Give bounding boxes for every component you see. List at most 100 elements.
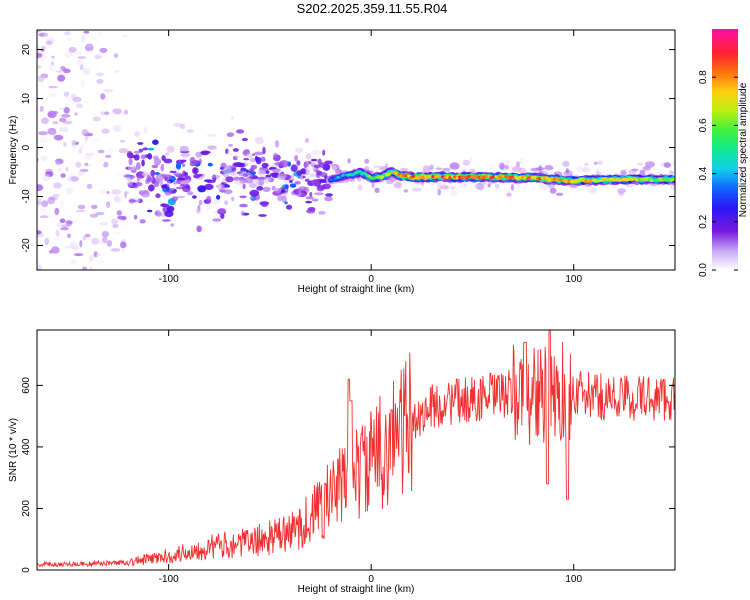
spectrogram-blob [399,167,409,172]
spectrogram-blob [78,148,83,155]
spectrogram-blob [42,174,51,181]
spectrogram-blob [55,160,61,166]
spectrogram-blob [289,183,297,188]
spectrogram-blob [276,194,284,202]
x-tick-label: 100 [565,274,582,285]
spectrogram-blob [52,236,63,242]
spectrogram-blob [186,129,195,133]
spectrogram-blob [318,211,326,215]
spectrogram-blob [85,45,93,48]
spectrogram-blob [373,165,381,168]
spectrogram-blob [239,195,247,199]
spectrogram-blob [590,187,597,195]
spectrogram-blob [74,253,84,257]
spectrogram-blob [450,186,456,190]
spectrogram-blob [113,124,122,132]
spectrogram-blob [84,154,93,160]
spectrogram-blob [141,172,150,176]
x-tick-label: 100 [565,574,582,585]
spectrogram-blob [304,138,310,143]
y-tick-label: 10 [21,93,32,105]
colorbar-tick-label: 0.4 [698,166,709,180]
spectrogram-blob [229,171,237,176]
spectrogram-blob [161,173,167,178]
spectrogram-blob [252,153,256,157]
spectrogram-blob [91,237,100,245]
spectrogram-blob [76,58,84,66]
spectrogram-blob [206,133,217,137]
spectrogram-blob [114,70,120,74]
spectrogram-blob [232,148,239,152]
spectrogram-blob [37,30,42,33]
spectrogram-blob [87,50,94,54]
spectrogram-blob [37,264,42,270]
spectrogram-blob [140,191,150,198]
spectrogram-blob [549,187,557,194]
spectrogram-blob [324,161,333,165]
spectrogram-blob [62,68,71,74]
spectrogram-blob [114,231,120,235]
spectrogram-blob [437,188,442,196]
spectrogram-blob [51,55,55,59]
spectrogram-blob [57,74,66,82]
spectrogram-blob [489,165,493,170]
spectrogram-blob [212,218,222,222]
spectrogram-blob [38,136,49,144]
spectrogram-blob [135,162,141,170]
spectrogram-blob [74,112,78,116]
spectrogram-blob [236,129,245,134]
spectrogram-blob [150,169,156,177]
spectrogram-blob [133,165,137,171]
spectrogram-blob [77,204,86,210]
spectrogram-blob [128,158,133,166]
spectrogram-blob [148,184,155,192]
spectrogram-blob [206,195,212,204]
spectrogram-blob [147,153,153,160]
spectrogram-blob [170,223,175,227]
spectrogram-blob [50,34,54,42]
spectrogram-blob [68,46,77,53]
spectrogram-blob [324,196,333,202]
spectrogram-blob [271,168,281,173]
spectrogram-blob [82,266,88,270]
spectrogram-blob [311,198,319,202]
spectrogram-blob [100,93,106,100]
spectrogram-blob [65,245,73,249]
spectrogram-blob [670,160,675,166]
spectrogram-blob [69,176,79,182]
spectrogram-blob [77,170,84,177]
spectrogram-blob [458,183,468,189]
spectrogram-blob [202,150,211,154]
spectrogram-blob [81,129,89,136]
y-tick-label: 0 [21,144,32,150]
spectrogram-y-axis-label: Frequency (Hz) [8,116,19,185]
spectrogram-blob [53,111,59,114]
spectrogram-blob [195,208,201,214]
spectrogram-blob [298,190,302,197]
y-tick-label: 0 [21,567,32,573]
spectrogram-blob [39,105,44,113]
spectrogram-blob [177,177,186,181]
spectrogram-blob [240,210,245,216]
spectrogram-blob [84,135,89,141]
spectrogram-blob [316,170,322,176]
spectrogram-blob [538,165,542,173]
spectrogram-blob [82,235,86,241]
colorbar-tick-label: 0.8 [698,70,709,84]
colorbar-label: Normalized spectral amplitude [738,82,749,217]
spectrogram-blob [217,208,227,215]
spectrogram-blob [582,167,587,172]
colorbar-tick-label: 0.2 [698,214,709,228]
spectrogram-blob [63,91,70,97]
spectrogram-blob [103,102,109,105]
spectrogram-blob [39,215,49,219]
spectrogram-blob [40,155,48,162]
spectrogram-blob [140,154,147,160]
spectrogram-blob [296,160,301,166]
spectrogram-blob [133,150,142,154]
spectrogram-plot-area [37,30,675,270]
spectrogram-blob [322,149,326,156]
spectrogram-blob [40,208,48,213]
spectrogram-blob [48,65,56,72]
spectrogram-blob [357,184,363,191]
